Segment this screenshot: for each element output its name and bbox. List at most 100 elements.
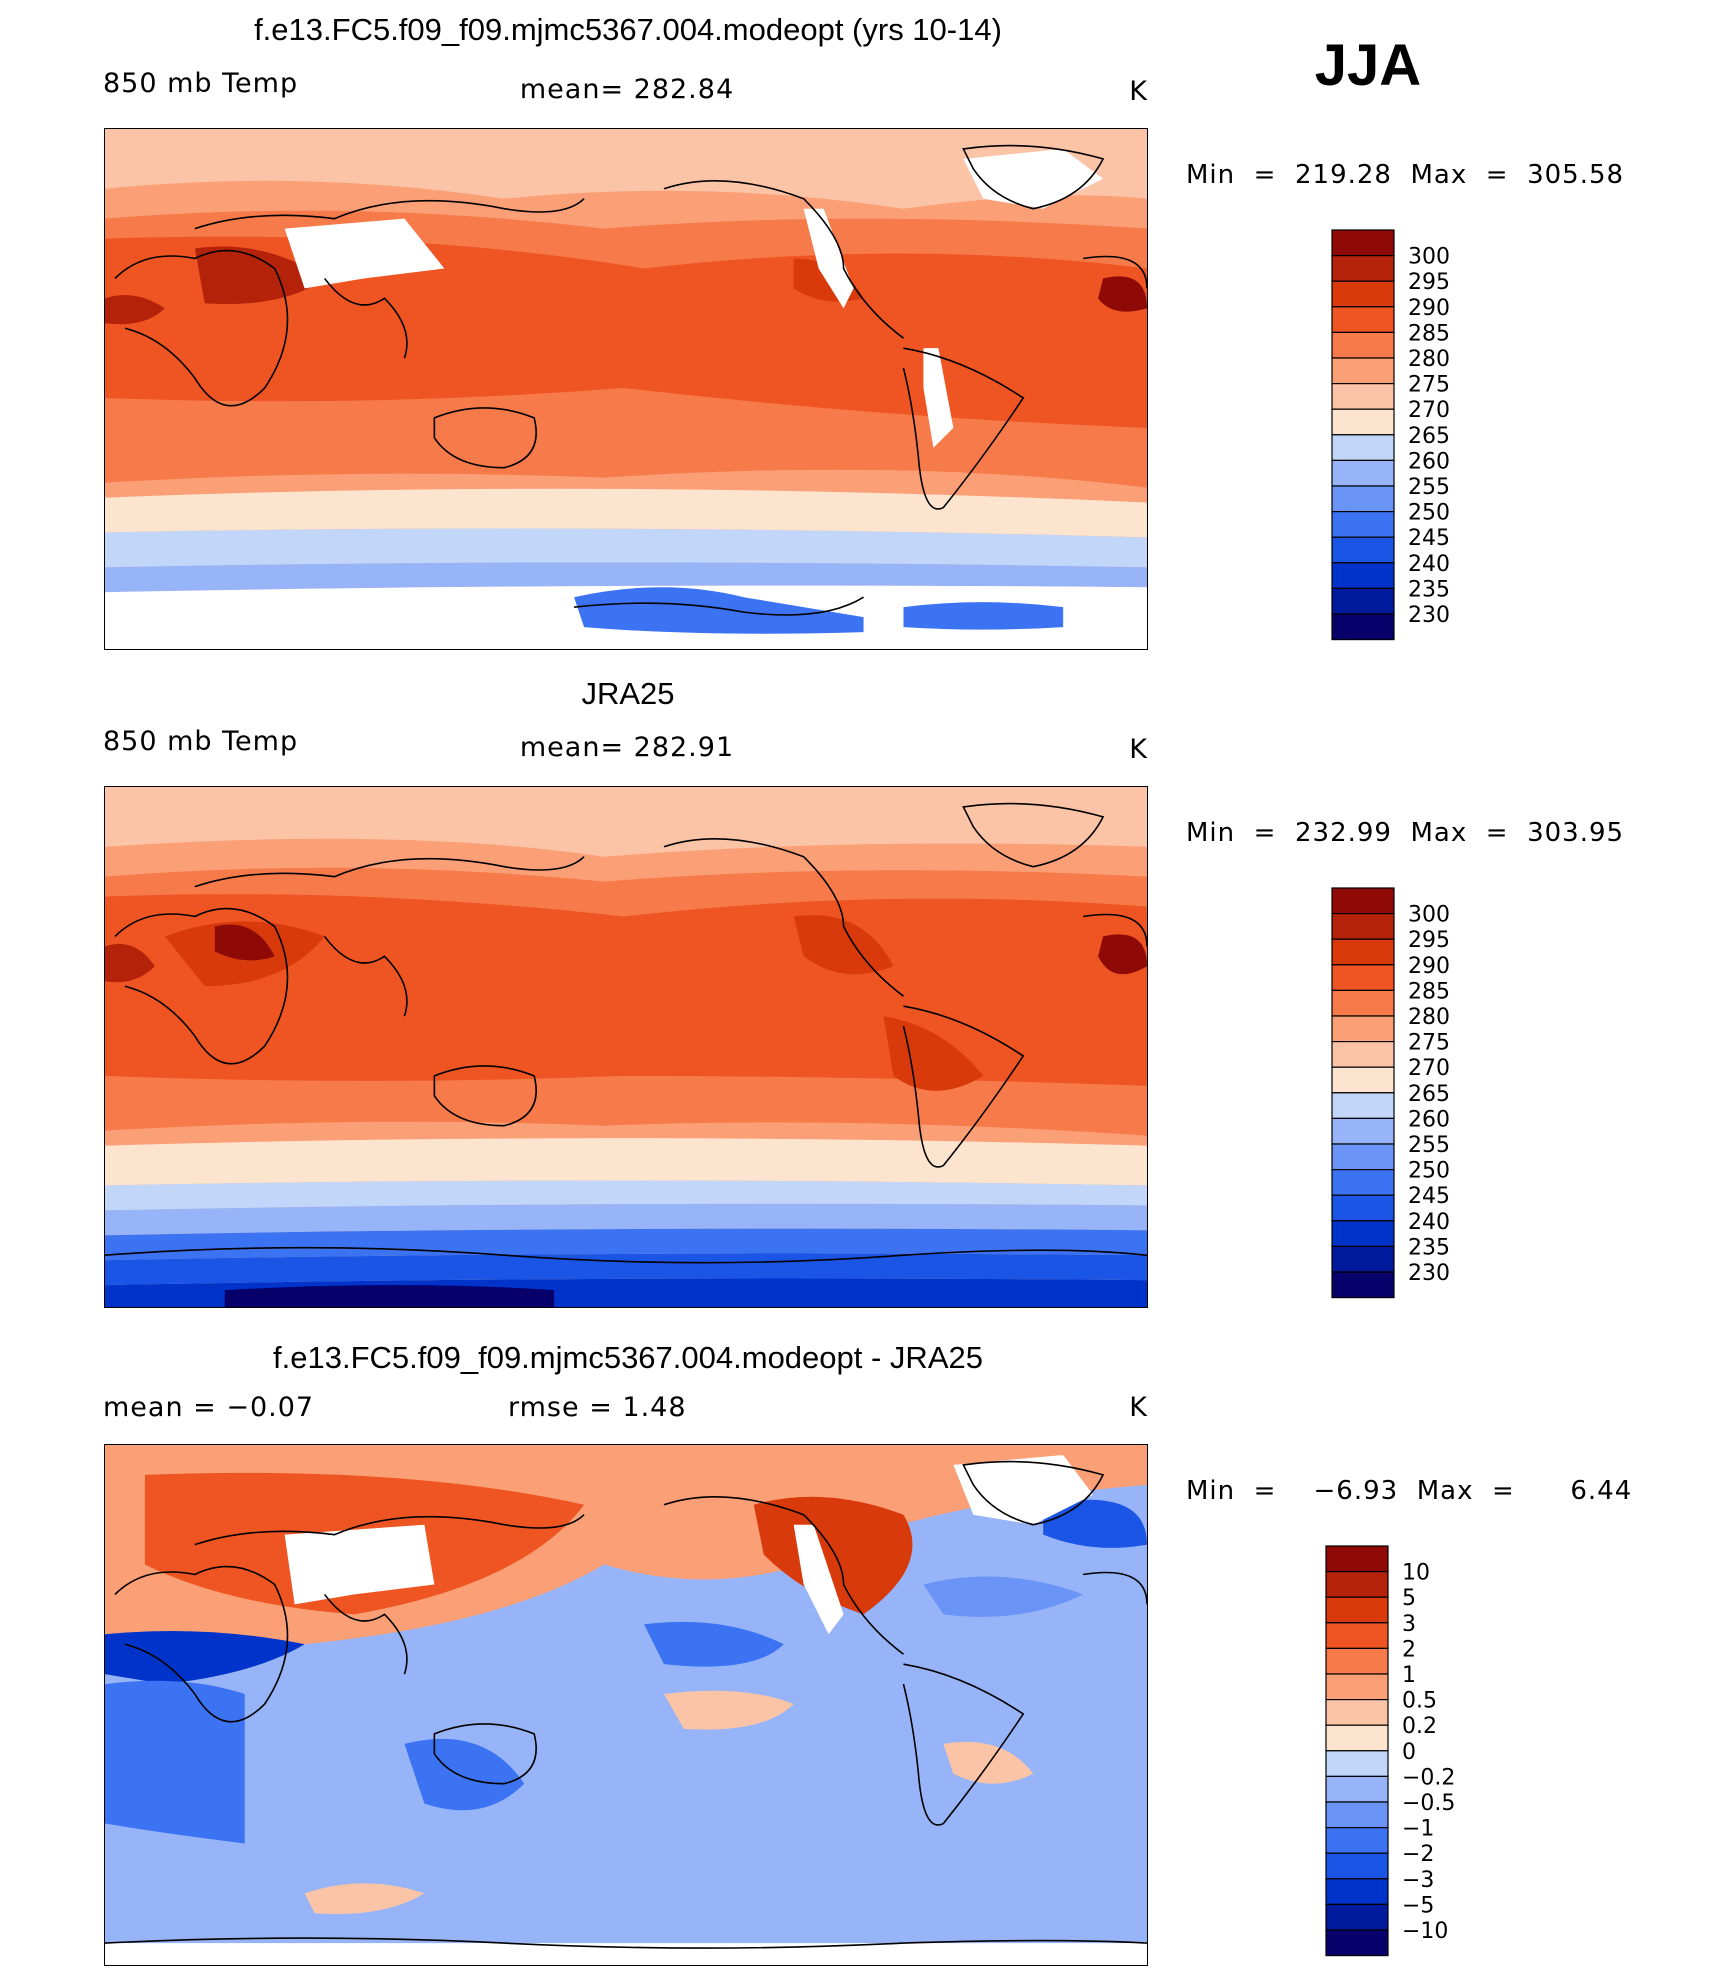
panel1-colorbar-swatch (1331, 511, 1395, 538)
panel2-mean-label: mean= 282.91 (519, 732, 735, 763)
panel3-colorbar: 10 5 3 2 1 0.5 0.2 0 −0.2 −0.5 −1 −2 −3 −5 −10 (1324, 1544, 1530, 1960)
panel3-colorbar-tick-label: −10 (1402, 1919, 1448, 1944)
panel2-colorbar-tick-label: 300 (1408, 903, 1450, 928)
panel1-colorbar-tick-label: 240 (1408, 552, 1450, 577)
panel2-units-label: K (1129, 734, 1148, 765)
panel2-minmax: Min = 232.99 Max = 303.95 (1186, 818, 1625, 848)
panel1-colorbar-swatch (1331, 562, 1395, 589)
panel1-colorbar-swatch (1331, 408, 1395, 436)
panel1-colorbar-tick-label: 255 (1408, 475, 1450, 500)
panel3-colorbar-tick-label: 5 (1402, 1586, 1416, 1611)
panel1-colorbar-tick-label: 265 (1408, 424, 1450, 449)
panel2-colorbar: 300 295 290 285 280 275 270 265 260 255 250 245 240 2… (1330, 886, 1530, 1302)
panel2-colorbar-tick-label: 250 (1408, 1159, 1450, 1184)
panel1-colorbar-tick-label: 295 (1408, 270, 1450, 295)
panel3-colorbar-tick-label: 0.5 (1402, 1689, 1437, 1714)
panel3-map (104, 1444, 1148, 1966)
panel3-colorbar-tick-label: −1 (1402, 1817, 1434, 1842)
panel1-map (104, 128, 1148, 650)
panel2-colorbar-swatch (1331, 1066, 1395, 1094)
panel1-colorbar-tick-label: 235 (1408, 577, 1450, 602)
panel3-colorbar-tick-label: −2 (1402, 1842, 1434, 1867)
panel1-colorbar-tick-label: 285 (1408, 321, 1450, 346)
panel1-colorbar-tick-label: 270 (1408, 398, 1450, 423)
panel1-colorbar-tick-label: 290 (1408, 296, 1450, 321)
panel1-units-label: K (1129, 76, 1148, 107)
panel3-colorbar-swatch (1325, 1699, 1389, 1726)
panel1-colorbar: 300 295 290 285 280 275 270 265 260 255 250 245 240 2… (1330, 228, 1530, 644)
panel3-colorbar-swatch (1325, 1571, 1389, 1598)
panel3-rmse-label: rmse = 1.48 (508, 1392, 687, 1423)
panel2-colorbar-swatch (1331, 938, 1395, 966)
panel2-colorbar-swatch (1331, 1092, 1395, 1120)
panel3-colorbar-tick-label: 3 (1402, 1612, 1416, 1637)
panel1-colorbar-tick-label: 275 (1408, 373, 1450, 398)
panel3-colorbar-swatch (1325, 1647, 1389, 1675)
panel3-colorbar-tick-label: 0 (1402, 1740, 1416, 1765)
panel2-colorbar-tick-label: 260 (1408, 1107, 1450, 1132)
panel3-colorbar-swatch (1325, 1622, 1389, 1650)
panel3-colorbar-tick-label: −3 (1402, 1868, 1434, 1893)
panel2-colorbar-tick-label: 280 (1408, 1005, 1450, 1030)
panel3-colorbar-swatch (1325, 1775, 1389, 1803)
panel3-colorbar-tick-label: 10 (1402, 1561, 1430, 1586)
panel2-colorbar-tick-label: 290 (1408, 954, 1450, 979)
panel3-colorbar-tick-label: 2 (1402, 1637, 1416, 1662)
panel2-colorbar-swatch (1331, 1041, 1395, 1068)
panel2-colorbar-tick-label: 245 (1408, 1184, 1450, 1209)
panel2-colorbar-swatch (1331, 1143, 1395, 1171)
panel1-colorbar-swatch (1331, 536, 1395, 564)
panel1-colorbar-swatch (1331, 331, 1395, 359)
panel2-colorbar-swatch (1331, 1015, 1395, 1043)
panel1-minmax: Min = 219.28 Max = 305.58 (1186, 160, 1625, 190)
panel1-colorbar-swatch (1331, 485, 1395, 513)
panel2-colorbar-swatch (1331, 1117, 1395, 1145)
panel2-title: JRA25 (581, 676, 675, 711)
panel3-colorbar-swatch (1325, 1801, 1389, 1829)
season-label: JJA (1314, 33, 1422, 98)
panel2-colorbar-tick-label: 240 (1408, 1210, 1450, 1235)
panel2-colorbar-swatch (1331, 887, 1395, 915)
panel2-colorbar-swatch (1331, 1194, 1395, 1222)
panel1-colorbar-swatch (1331, 306, 1395, 334)
panel2-colorbar-tick-label: 285 (1408, 979, 1450, 1004)
panel2-colorbar-swatch (1331, 989, 1395, 1017)
panel3-colorbar-swatch (1325, 1903, 1389, 1931)
panel3-colorbar-tick-label: −0.2 (1402, 1765, 1455, 1790)
panel1-colorbar-swatch (1331, 229, 1395, 257)
panel1-title: f.e13.FC5.f09_f09.mjmc5367.004.modeopt (… (254, 12, 1002, 47)
panel2-colorbar-tick-label: 230 (1408, 1261, 1450, 1286)
panel1-colorbar-tick-label: 260 (1408, 449, 1450, 474)
panel3-colorbar-swatch (1325, 1750, 1389, 1778)
panel2-colorbar-swatch (1331, 913, 1395, 940)
panel2-colorbar-swatch (1331, 1271, 1395, 1299)
panel3-colorbar-swatch (1325, 1929, 1389, 1957)
panel1-variable-label: 850 mb Temp (103, 68, 299, 99)
panel3-colorbar-tick-label: −0.5 (1402, 1791, 1455, 1816)
panel3-colorbar-tick-label: 1 (1402, 1663, 1416, 1688)
panel2-colorbar-tick-label: 265 (1408, 1082, 1450, 1107)
panel2-colorbar-tick-label: 255 (1408, 1133, 1450, 1158)
panel1-colorbar-swatch (1331, 459, 1395, 487)
panel1-colorbar-swatch (1331, 434, 1395, 462)
panel2-colorbar-swatch (1331, 1220, 1395, 1247)
panel1-colorbar-tick-label: 250 (1408, 501, 1450, 526)
panel3-colorbar-swatch (1325, 1852, 1389, 1880)
panel1-colorbar-tick-label: 230 (1408, 603, 1450, 628)
panel3-minmax: Min = −6.93 Max = 6.44 (1186, 1476, 1633, 1506)
panel1-colorbar-swatch (1331, 280, 1395, 308)
panel2-variable-label: 850 mb Temp (103, 726, 299, 757)
panel2-colorbar-tick-label: 270 (1408, 1056, 1450, 1081)
panel3-colorbar-swatch (1325, 1545, 1389, 1573)
panel1-colorbar-swatch (1331, 587, 1395, 615)
panel1-colorbar-swatch (1331, 255, 1395, 282)
panel1-colorbar-tick-label: 300 (1408, 245, 1450, 270)
panel2-colorbar-tick-label: 275 (1408, 1031, 1450, 1056)
panel3-title: f.e13.FC5.f09_f09.mjmc5367.004.modeopt -… (273, 1340, 983, 1375)
panel3-colorbar-swatch (1325, 1724, 1389, 1752)
panel2-colorbar-tick-label: 235 (1408, 1235, 1450, 1260)
panel3-colorbar-tick-label: 0.2 (1402, 1714, 1437, 1739)
panel3-colorbar-tick-label: −5 (1402, 1893, 1434, 1918)
panel3-colorbar-swatch (1325, 1596, 1389, 1624)
panel2-colorbar-swatch (1331, 1245, 1395, 1273)
